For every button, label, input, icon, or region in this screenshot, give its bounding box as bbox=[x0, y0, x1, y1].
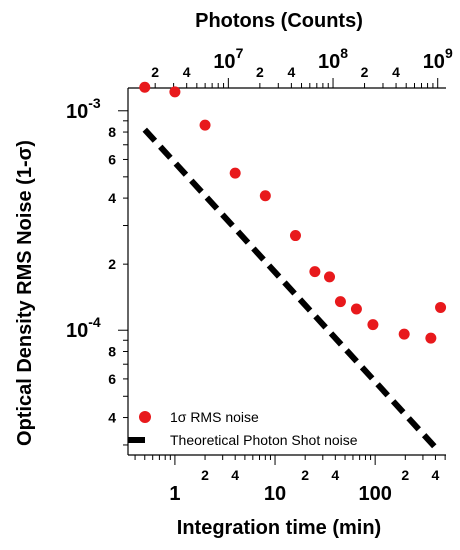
y-major-tick-label: 10-4 bbox=[66, 314, 101, 342]
legend-label-rms-noise: 1σ RMS noise bbox=[170, 409, 259, 425]
x-minor-tick-label: 4 bbox=[231, 467, 239, 483]
data-point bbox=[425, 332, 437, 344]
x2-major-tick-label: 107 bbox=[213, 45, 243, 73]
shot-noise-series bbox=[142, 127, 440, 452]
data-point bbox=[259, 190, 271, 202]
x-minor-tick-label: 2 bbox=[201, 467, 209, 483]
data-point bbox=[398, 328, 410, 340]
data-point bbox=[309, 266, 321, 278]
x2-minor-tick-label: 4 bbox=[183, 64, 191, 80]
y-minor-tick-label: 6 bbox=[108, 151, 116, 167]
x-major-tick-label: 10 bbox=[264, 483, 286, 505]
data-point bbox=[199, 119, 211, 131]
x2-major-tick-label: 108 bbox=[318, 45, 348, 73]
x2-minor-tick-label: 4 bbox=[287, 64, 295, 80]
rms-noise-series bbox=[139, 81, 447, 344]
y-minor-tick-label: 6 bbox=[108, 371, 116, 387]
bottom-axis-title: Integration time (min) bbox=[177, 517, 381, 539]
y-major-tick-label: 10-3 bbox=[66, 95, 101, 123]
data-point bbox=[334, 296, 346, 308]
x2-minor-tick-label: 2 bbox=[361, 64, 369, 80]
y-minor-tick-label: 4 bbox=[108, 410, 116, 426]
data-point bbox=[229, 167, 241, 179]
ticks bbox=[118, 78, 446, 465]
axes bbox=[127, 87, 446, 456]
x-minor-tick-label: 2 bbox=[401, 467, 409, 483]
x2-minor-tick-label: 2 bbox=[151, 64, 159, 80]
legend-marker-rms-noise bbox=[139, 411, 151, 423]
y-minor-tick-label: 8 bbox=[108, 343, 116, 359]
data-point bbox=[350, 303, 362, 315]
x-major-tick-label: 1 bbox=[169, 483, 180, 505]
x-minor-tick-label: 4 bbox=[432, 467, 440, 483]
x2-major-tick-label: 109 bbox=[423, 45, 453, 73]
data-point bbox=[324, 271, 336, 283]
x-minor-tick-label: 2 bbox=[301, 467, 309, 483]
data-point bbox=[367, 319, 379, 331]
shot-noise-line bbox=[142, 127, 440, 452]
y-minor-tick-label: 8 bbox=[108, 124, 116, 140]
x2-minor-tick-label: 2 bbox=[256, 64, 264, 80]
data-point bbox=[169, 86, 181, 98]
x-minor-tick-label: 4 bbox=[331, 467, 339, 483]
legend: 1σ RMS noise Theoretical Photon Shot noi… bbox=[128, 409, 358, 448]
left-axis-title: Optical Density RMS Noise (1-σ) bbox=[14, 140, 36, 446]
data-point bbox=[139, 81, 151, 93]
y-minor-tick-label: 4 bbox=[108, 190, 116, 206]
x-major-tick-label: 100 bbox=[358, 483, 391, 505]
top-axis-title: Photons (Counts) bbox=[195, 10, 363, 32]
x2-minor-tick-label: 4 bbox=[392, 64, 400, 80]
data-point bbox=[289, 230, 301, 242]
data-point bbox=[435, 301, 447, 313]
legend-label-shot-noise: Theoretical Photon Shot noise bbox=[170, 432, 358, 448]
y-minor-tick-label: 2 bbox=[108, 256, 116, 272]
